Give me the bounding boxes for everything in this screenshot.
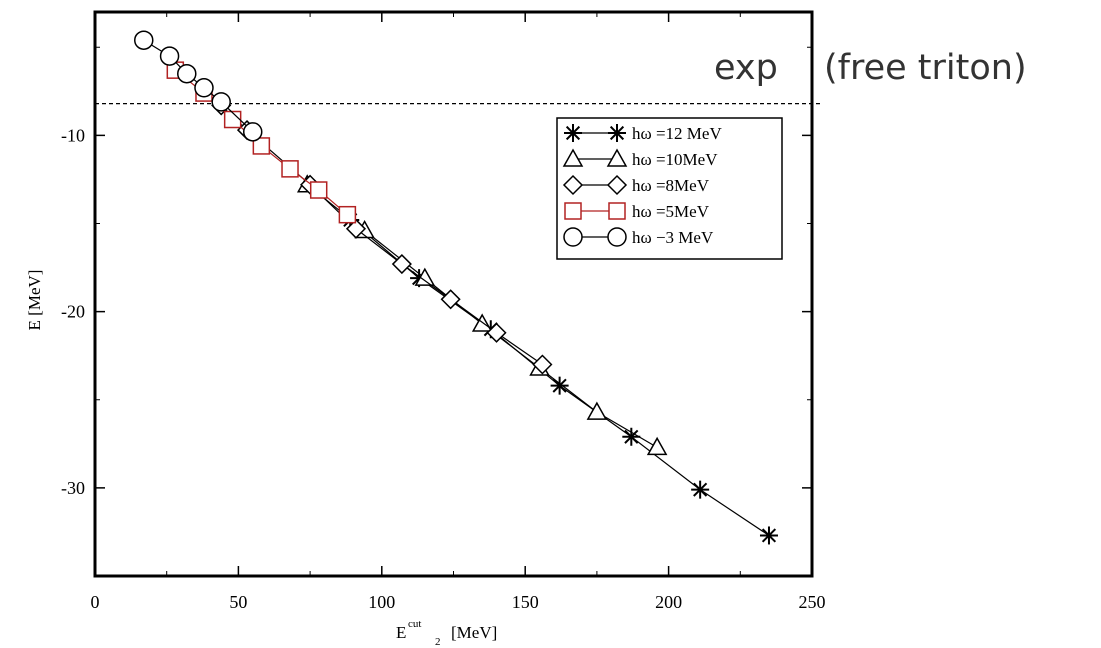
x-axis-label-subscript: 2 (435, 636, 441, 648)
data-point-square (338, 205, 357, 224)
legend-entry-diamond: hω =8MeV (562, 174, 710, 196)
data-point-circle (242, 122, 263, 142)
legend-marker (608, 124, 626, 142)
legend-marker (563, 227, 583, 247)
data-point-diamond (391, 253, 412, 275)
data-point-square (309, 181, 328, 199)
data-point-square (252, 137, 271, 155)
legend-label: hω =5MeV (632, 202, 710, 221)
data-point-square (281, 160, 299, 178)
legend-entry-circle: hω −3 MeV (563, 227, 714, 247)
y-tick-label: -30 (61, 478, 85, 498)
x-tick-label: 50 (229, 592, 247, 612)
legend-marker (564, 124, 582, 142)
legend-entry-square: hω =5MeV (564, 202, 710, 221)
y-tick-label: -20 (61, 302, 85, 322)
data-point-square (223, 110, 242, 129)
x-tick-label: 100 (368, 592, 395, 612)
data-point-circle (194, 78, 214, 98)
legend-marker (564, 202, 582, 220)
x-tick-label: 200 (655, 592, 682, 612)
series-layer (134, 30, 778, 545)
x-tick-label: 150 (512, 592, 539, 612)
data-point-star (622, 427, 641, 446)
legend-label: hω =10MeV (632, 150, 718, 169)
legend-entry-star: hω =12 MeV (564, 124, 722, 143)
legend-marker (562, 148, 584, 167)
x-axis-label: E cut 2 [MeV] (396, 618, 497, 648)
y-tick-label: -10 (61, 125, 85, 145)
data-point-diamond (532, 354, 553, 375)
reference-label-exp: exp (714, 48, 778, 88)
legend-marker (607, 227, 627, 247)
series-circle (134, 30, 263, 142)
y-axis-label: E [MeV] (25, 270, 44, 331)
data-point-triangle (646, 436, 668, 456)
legend-marker (606, 174, 628, 196)
data-point-star (691, 480, 710, 499)
data-point-circle (159, 46, 180, 66)
legend-marker (606, 148, 628, 167)
data-point-star (550, 376, 569, 395)
data-point-circle (211, 92, 231, 112)
data-point-diamond (345, 218, 367, 239)
axis-ticks: 0 50 100 150 200 250 -10 -20 -30 (61, 12, 826, 612)
legend-label: hω −3 MeV (632, 228, 714, 247)
data-point-triangle (586, 401, 608, 420)
legend-box (556, 117, 783, 260)
x-tick-label: 0 (91, 592, 100, 612)
x-axis-label-main: E (396, 623, 406, 642)
legend-marker (562, 174, 584, 196)
x-axis-label-unit: [MeV] (451, 623, 497, 642)
data-point-diamond (486, 322, 507, 343)
data-point-star (759, 526, 778, 545)
x-axis-label-superscript: cut (408, 618, 421, 630)
legend: hω =12 MeV hω =10MeV hω =8MeV hω =5MeV hω −3… (556, 117, 783, 260)
legend-marker (608, 202, 626, 220)
legend-label: hω =8MeV (632, 176, 710, 195)
x-tick-label: 250 (799, 592, 826, 612)
data-point-diamond (440, 289, 461, 310)
data-point-circle (177, 63, 197, 84)
reference-label-free-triton: (free triton) (824, 48, 1027, 88)
data-point-circle (134, 30, 154, 50)
legend-label: hω =12 MeV (632, 124, 722, 143)
legend-entry-triangle: hω =10MeV (562, 148, 718, 169)
